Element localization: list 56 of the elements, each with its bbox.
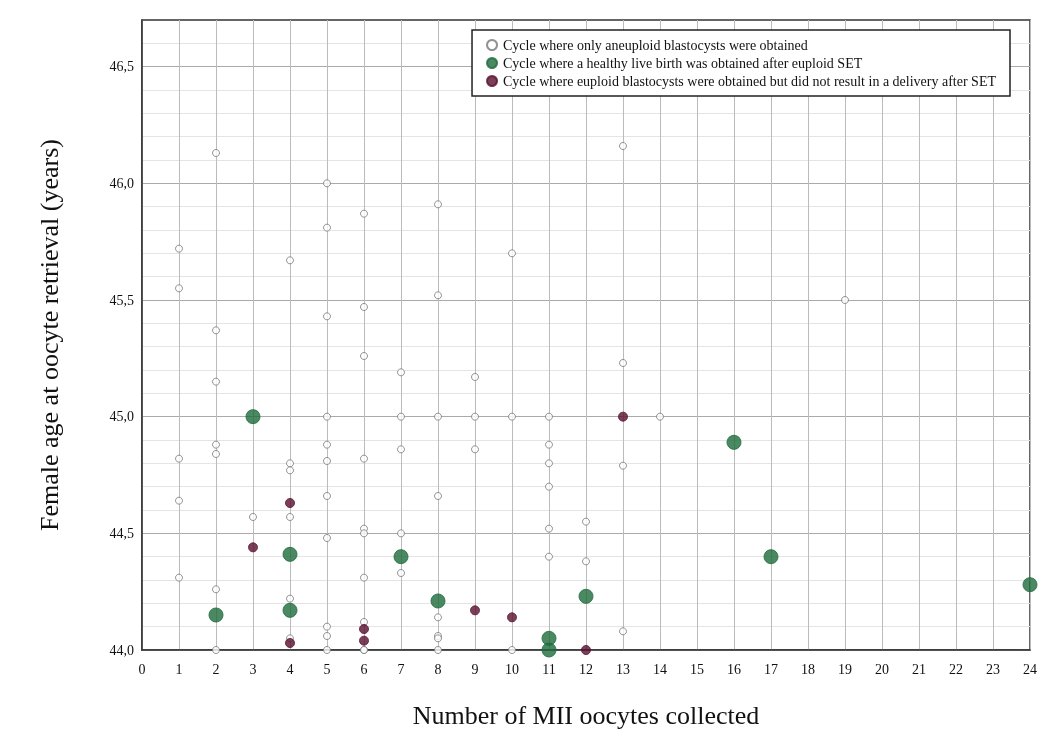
x-tick-label: 24 [1023,661,1037,677]
x-tick-label: 21 [912,661,926,677]
x-tick-label: 15 [690,661,704,677]
x-tick-label: 3 [249,661,257,677]
y-tick-label: 44,0 [109,642,134,658]
x-tick-label: 19 [838,661,852,677]
point [581,645,591,655]
x-axis-title: Number of MII oocytes collected [412,700,760,730]
point [393,549,409,565]
point [282,546,298,562]
point [359,624,369,634]
legend-label: Cycle where euploid blastocysts were obtained but did not result in a delivery after SET [503,73,997,89]
point [208,607,224,623]
legend-label: Cycle where only aneuploid blastocysts were obtained [503,37,808,53]
x-tick-label: 2 [212,661,220,677]
y-tick-label: 46,0 [109,175,134,191]
point [359,635,369,646]
point [430,593,446,609]
point [726,434,742,450]
y-tick-label: 46,5 [109,59,134,75]
x-tick-label: 18 [801,661,815,677]
point [763,549,779,565]
x-tick-label: 7 [397,661,405,677]
point [618,411,628,422]
x-tick-label: 0 [138,661,146,677]
x-tick-label: 8 [434,661,442,677]
point [245,409,261,425]
point [285,638,295,648]
point [541,642,557,658]
x-tick-label: 23 [986,661,1000,677]
point [282,602,298,618]
x-tick-label: 9 [471,661,479,677]
point [1022,577,1038,593]
y-axis-title: Female age at oocyte retrieval (years) [34,139,64,531]
x-tick-label: 10 [505,661,519,677]
point [507,612,517,623]
legend-label: Cycle where a healthy live birth was obtained after euploid SET [503,55,863,71]
point [248,542,258,553]
x-tick-label: 5 [323,661,331,677]
point [285,498,295,508]
x-tick-label: 11 [542,661,556,677]
x-tick-label: 17 [764,661,778,677]
x-tick-label: 6 [360,661,368,677]
point [470,605,480,616]
x-tick-label: 4 [286,661,294,677]
x-tick-label: 1 [175,661,183,677]
x-tick-label: 14 [653,661,667,677]
y-tick-label: 44,5 [109,525,134,541]
x-tick-label: 20 [875,661,889,677]
x-tick-label: 13 [616,661,630,677]
y-tick-label: 45,0 [109,409,134,425]
x-tick-label: 16 [727,661,741,677]
x-tick-label: 22 [949,661,963,677]
x-tick-label: 12 [579,661,593,677]
point [578,588,594,604]
y-tick-label: 45,5 [109,292,134,308]
